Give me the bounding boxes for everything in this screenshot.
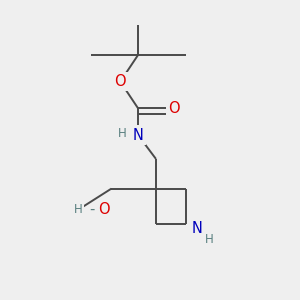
Text: H: H bbox=[205, 233, 214, 246]
Text: H: H bbox=[117, 127, 126, 140]
Text: N: N bbox=[192, 221, 203, 236]
Text: O: O bbox=[98, 202, 110, 217]
Text: -: - bbox=[89, 202, 95, 217]
Text: H: H bbox=[74, 203, 83, 216]
Text: N: N bbox=[133, 128, 143, 142]
Text: O: O bbox=[115, 74, 126, 89]
Text: O: O bbox=[168, 101, 180, 116]
